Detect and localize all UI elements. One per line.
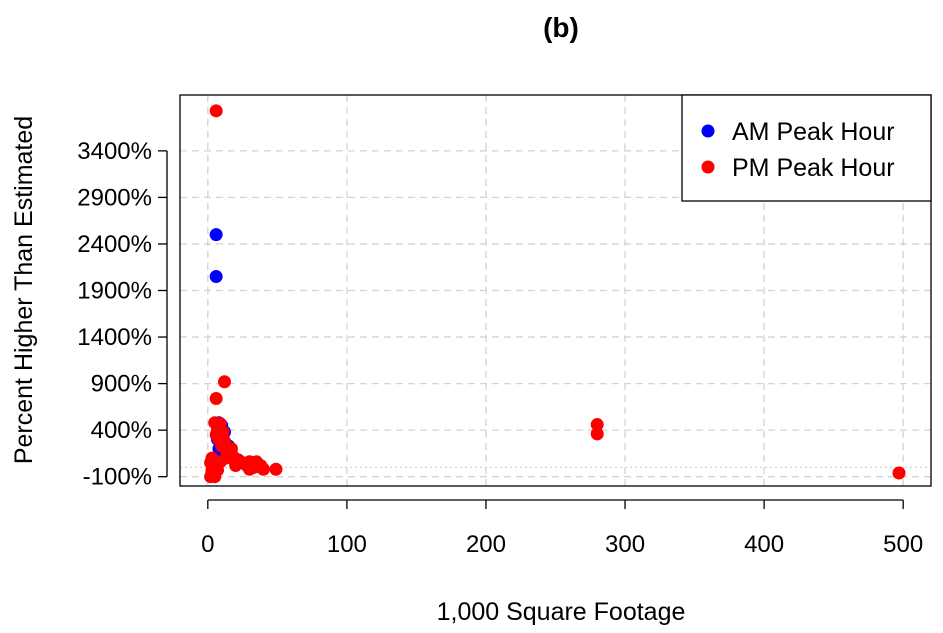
legend-box: [681, 94, 932, 202]
y-tick-label: -100%: [83, 464, 152, 491]
y-tick-label: 1400%: [77, 324, 152, 351]
data-point-pm: [269, 462, 283, 476]
data-point-am: [209, 270, 223, 284]
data-point-pm: [212, 456, 226, 470]
legend-marker: [701, 160, 715, 174]
x-tick-label: 200: [466, 531, 506, 558]
x-tick-label: 400: [744, 531, 784, 558]
data-point-pm: [590, 427, 604, 441]
x-tick-label: 300: [605, 531, 645, 558]
chart-title: (b): [543, 12, 579, 43]
legend-marker: [701, 124, 715, 138]
y-tick-label: 2900%: [77, 184, 152, 211]
data-point-pm: [590, 418, 604, 432]
x-tick-label: 0: [201, 531, 214, 558]
data-point-pm: [209, 391, 223, 405]
x-tick-label: 100: [327, 531, 367, 558]
y-tick-label: 3400%: [77, 138, 152, 165]
data-point-pm: [256, 462, 270, 476]
data-point-pm: [247, 460, 261, 474]
data-points: [204, 104, 906, 484]
y-tick-label: 900%: [91, 371, 152, 398]
y-axis: -100% 400% 900% 1400% 1900% 2400% 2900% 3400%: [77, 138, 168, 491]
y-tick-label: 1900%: [77, 278, 152, 305]
legend: AM Peak Hour PM Peak Hour: [681, 94, 932, 202]
data-point-pm: [229, 459, 243, 473]
y-tick-label: 2400%: [77, 231, 152, 258]
x-tick-label: 500: [883, 531, 923, 558]
y-axis-title: Percent Higher Than Estimated: [10, 116, 38, 464]
legend-label: AM Peak Hour: [732, 118, 895, 146]
data-point-am: [209, 228, 223, 242]
plot-frame: [179, 94, 932, 487]
data-point-pm: [218, 375, 232, 389]
x-axis-title: 1,000 Square Footage: [437, 598, 686, 626]
data-point-pm: [892, 466, 906, 480]
legend-label: PM Peak Hour: [732, 154, 895, 182]
y-tick-label: 400%: [91, 417, 152, 444]
x-axis: 0 100 200 300 400 500: [201, 499, 923, 558]
data-point-pm: [209, 104, 223, 118]
